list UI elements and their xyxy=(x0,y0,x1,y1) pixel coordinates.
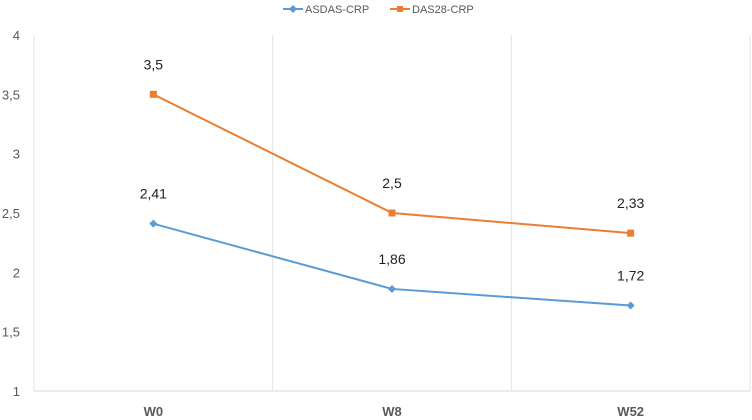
x-tick-label: W0 xyxy=(144,404,164,419)
data-point xyxy=(388,209,396,217)
data-point xyxy=(388,284,396,293)
y-tick-label: 2,5 xyxy=(2,206,20,221)
y-tick-label: 3 xyxy=(13,147,20,162)
data-label: 2,5 xyxy=(382,175,402,191)
legend-marker xyxy=(289,5,297,13)
data-label: 1,86 xyxy=(378,251,405,267)
x-tick-label: W52 xyxy=(617,404,644,419)
data-point xyxy=(149,90,157,98)
y-tick-label: 1,5 xyxy=(2,325,20,340)
data-label: 2,33 xyxy=(617,195,644,211)
data-point xyxy=(626,301,635,310)
x-tick-label: W8 xyxy=(382,404,402,419)
data-point xyxy=(627,229,635,237)
legend-label: ASDAS-CRP xyxy=(305,4,369,16)
y-tick-label: 2 xyxy=(13,265,20,280)
y-tick-label: 4 xyxy=(13,28,20,43)
legend-label: DAS28-CRP xyxy=(412,4,474,16)
y-tick-label: 3,5 xyxy=(2,87,20,102)
data-point xyxy=(149,219,158,228)
data-label: 1,72 xyxy=(617,268,644,284)
legend-marker xyxy=(397,6,403,12)
y-tick-label: 1 xyxy=(13,384,20,399)
data-label: 2,41 xyxy=(140,186,167,202)
data-label: 3,5 xyxy=(144,56,164,72)
